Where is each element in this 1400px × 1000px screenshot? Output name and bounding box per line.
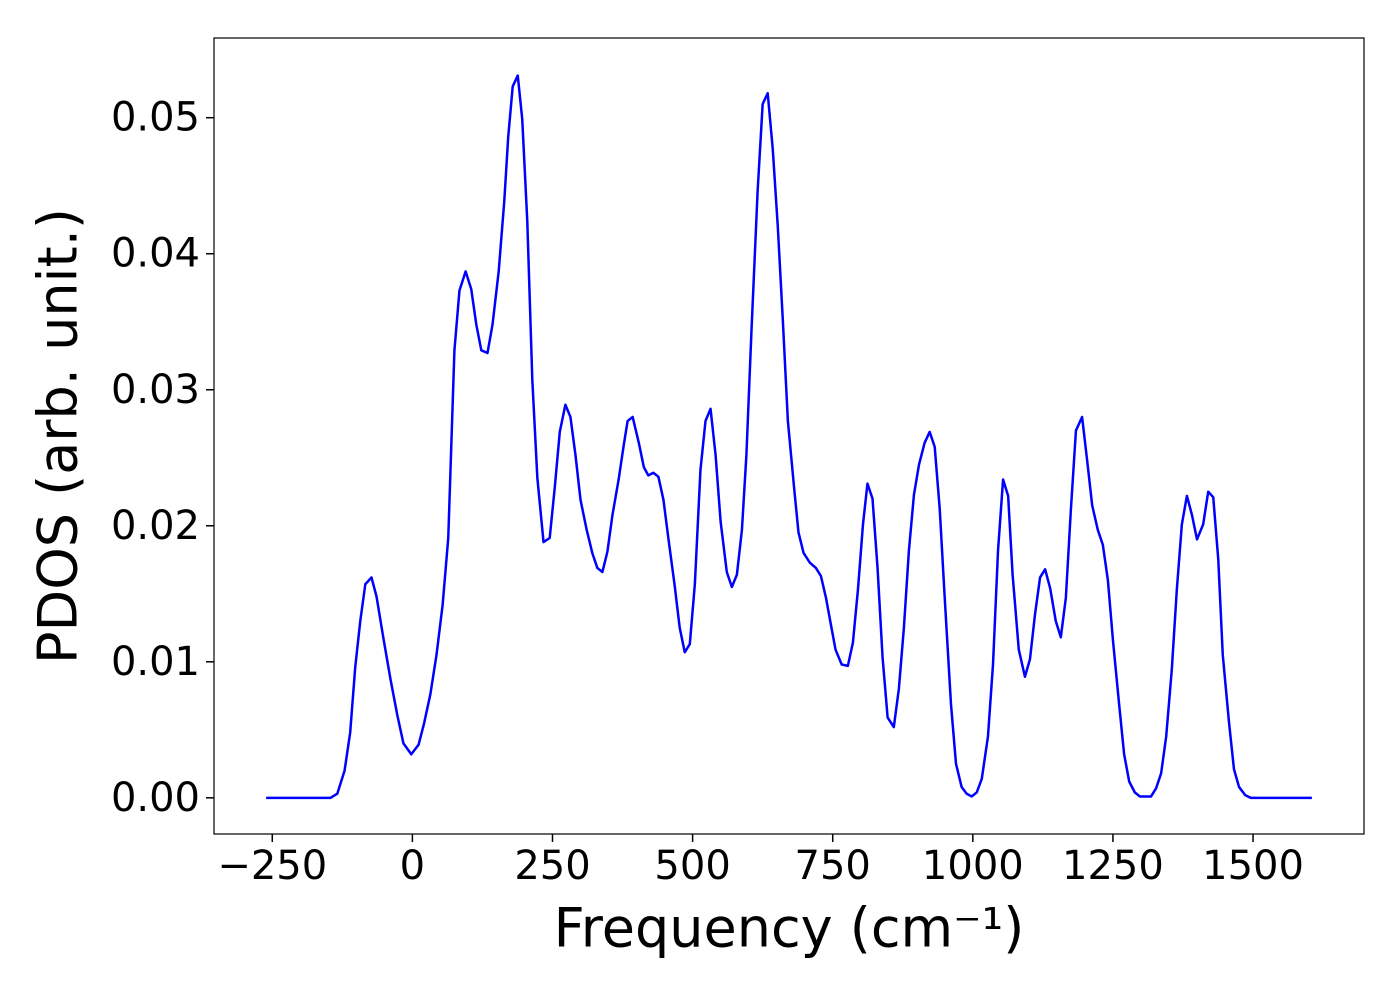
data-line <box>266 74 1312 800</box>
x-tick-label: 1500 <box>1202 843 1304 889</box>
y-tick-label: 0.04 <box>111 231 200 277</box>
x-tick-label: −250 <box>217 843 327 889</box>
y-tick-label: 0.05 <box>111 95 200 141</box>
x-tick-label: 1000 <box>922 843 1024 889</box>
x-tick-label: 0 <box>400 843 425 889</box>
y-tick-label: 0.02 <box>111 503 200 549</box>
x-axis-label: Frequency (cm⁻¹) <box>554 897 1025 960</box>
y-axis-label: PDOS (arb. unit.) <box>27 208 90 664</box>
x-tick-label: 1250 <box>1062 843 1164 889</box>
x-tick-label: 250 <box>514 843 590 889</box>
x-tick-label: 500 <box>654 843 730 889</box>
x-tick-label: 750 <box>795 843 871 889</box>
y-tick-label: 0.01 <box>111 639 200 685</box>
y-tick-label: 0.00 <box>111 775 200 821</box>
y-tick-label: 0.03 <box>111 367 200 413</box>
plot-frame <box>213 37 1365 835</box>
